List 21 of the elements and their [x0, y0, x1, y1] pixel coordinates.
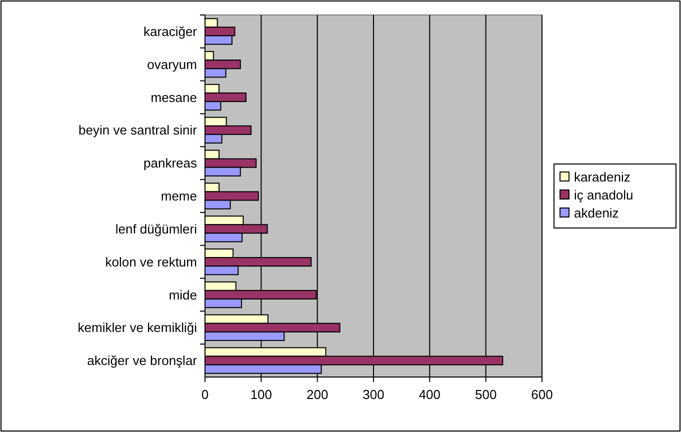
y-tick-label: meme — [160, 188, 197, 204]
x-tick-label: 300 — [362, 387, 384, 402]
x-tick-label: 100 — [250, 387, 272, 402]
y-tick-label: mide — [168, 287, 197, 302]
y-tick-label: kemikler ve kemikliği — [78, 320, 198, 336]
x-tick-label: 400 — [418, 387, 441, 402]
y-tick-label: lenf düğümleri — [115, 221, 198, 236]
y-tick-label: akciğer ve bronşlar — [87, 353, 198, 368]
y-tick-label: mesane — [150, 90, 197, 105]
x-tick-label: 600 — [531, 387, 553, 402]
legend-label: karadeniz — [574, 170, 630, 185]
y-tick-label: pankreas — [144, 156, 198, 171]
y-tick-label: ovaryum — [147, 56, 197, 72]
y-tick-label: beyin ve santral sinir — [78, 122, 198, 138]
x-tick-label: 0 — [201, 387, 209, 402]
y-tick-label: karaciğer — [144, 24, 198, 40]
x-tick-label: 500 — [474, 387, 497, 402]
legend-label: akdeniz — [574, 206, 619, 221]
legend-label: iç anadolu — [574, 188, 634, 203]
y-tick-label: kolon ve rektum — [105, 254, 197, 270]
x-tick-label: 200 — [306, 387, 328, 402]
